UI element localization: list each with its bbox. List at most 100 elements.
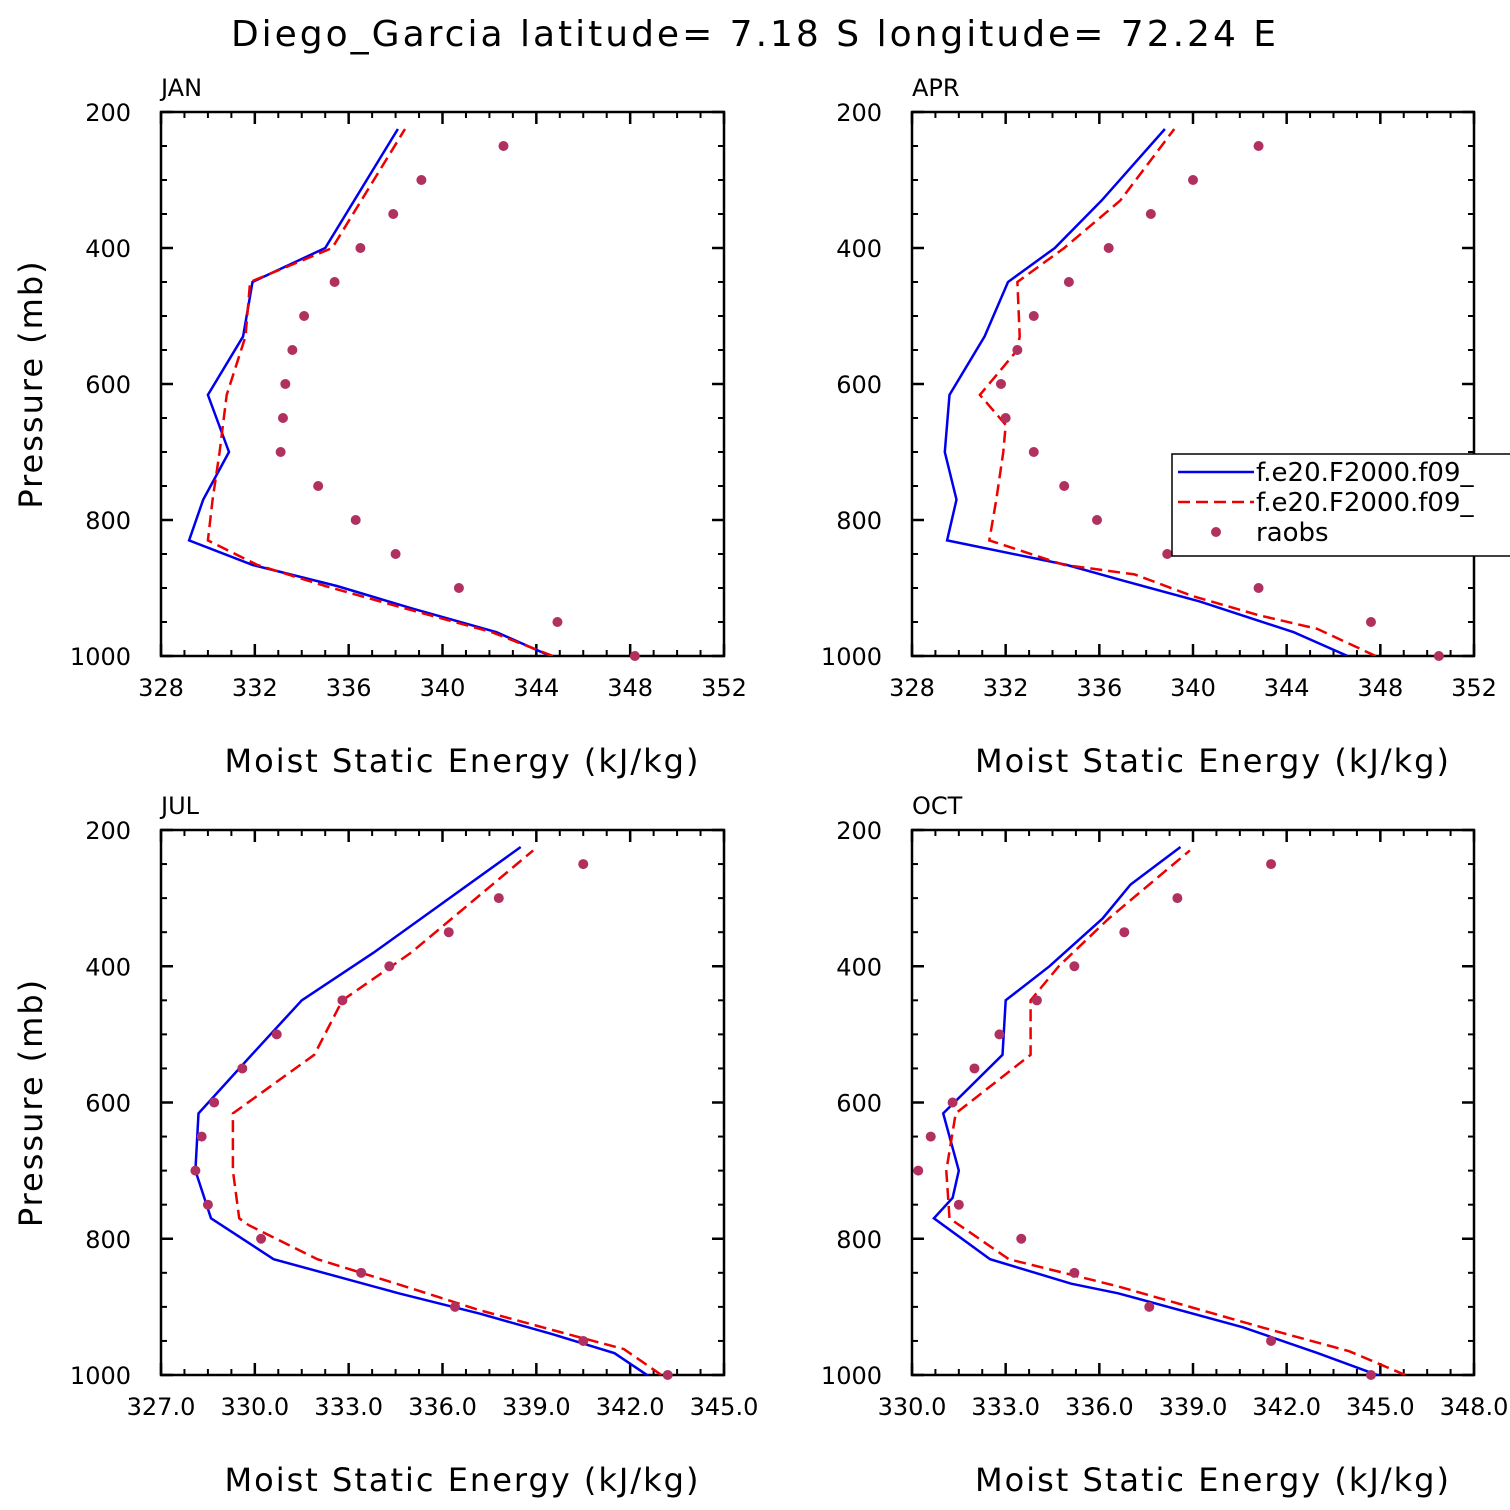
raobs-point (578, 1335, 589, 1346)
figure-title: Diego_Garcia latitude= 7.18 S longitude=… (231, 14, 1279, 55)
y-tick-label: 200 (836, 817, 882, 845)
y-tick-label: 600 (836, 371, 882, 399)
raobs-point (1253, 583, 1264, 593)
x-tick-label: 352 (701, 674, 747, 702)
raobs-point (337, 995, 348, 1006)
raobs-point (329, 277, 340, 287)
panel-apr: APR 328 332 336 340 344 348 352 200 400 600 800 1000… (821, 74, 1510, 780)
raobs-point (196, 1131, 207, 1142)
y-tick-label: 400 (836, 235, 882, 263)
panel-title: JAN (159, 74, 202, 102)
model-line-solid (194, 845, 650, 1375)
x-tick-label: 332 (232, 674, 278, 702)
raobs-point (209, 1097, 220, 1108)
y-tick-label: 200 (836, 99, 882, 127)
raobs-point (450, 1301, 461, 1312)
x-tick-label: 336 (1076, 674, 1122, 702)
legend-label: f.e20.F2000.f09_ (1256, 458, 1474, 488)
raobs-point (1028, 447, 1039, 457)
raobs-point (1162, 549, 1173, 559)
model-line-solid (187, 128, 551, 656)
x-tick-label: 339.0 (1159, 1393, 1228, 1421)
raobs-point (953, 1199, 964, 1210)
model-line-dashed (945, 849, 1406, 1375)
raobs-point (1031, 995, 1042, 1006)
raobs-point (313, 481, 324, 491)
raobs-point (1069, 961, 1080, 972)
raobs-point (1012, 345, 1023, 355)
y-tick-label: 800 (836, 1226, 882, 1254)
panel-title: APR (912, 74, 960, 102)
y-axis-label: Pressure (mb) (12, 978, 50, 1227)
x-tick-label: 336.0 (1065, 1393, 1134, 1421)
raobs-point (287, 345, 298, 355)
panel-jul: JUL 327.0 330.0 333.0 336.0 339.0 342.0 345.0 20… (12, 792, 758, 1499)
y-tick-label: 600 (85, 1090, 131, 1118)
raobs-point (390, 549, 401, 559)
y-tick-label: 400 (85, 235, 131, 263)
raobs-point (662, 1370, 673, 1380)
x-tick-label: 336 (326, 674, 372, 702)
y-axis-label: Pressure (mb) (12, 259, 50, 508)
plot-frame (910, 828, 1476, 1377)
raobs-point (237, 1063, 248, 1074)
x-tick-label: 342.0 (1252, 1393, 1321, 1421)
x-tick-label: 345.0 (690, 1393, 759, 1421)
y-tick-label: 400 (85, 953, 131, 981)
raobs-point (453, 583, 464, 593)
y-tick-label: 1000 (70, 1362, 131, 1390)
panel-jan: JAN 328 332 336 340 344 348 352 200 400 600 800 1000… (12, 74, 747, 780)
raobs-point (1063, 277, 1074, 287)
raobs-point (277, 413, 288, 423)
raobs-point (299, 311, 310, 321)
raobs-point (1172, 893, 1183, 904)
raobs-point (356, 1267, 367, 1278)
raobs-point (443, 927, 454, 938)
raobs-point (202, 1199, 213, 1210)
legend-label: raobs (1256, 518, 1329, 548)
x-tick-label: 328 (889, 674, 935, 702)
x-tick-label: 328 (138, 674, 184, 702)
x-tick-label: 344 (1264, 674, 1310, 702)
x-tick-label: 332 (983, 674, 1029, 702)
x-tick-label: 333.0 (971, 1393, 1040, 1421)
x-tick-label: 348.0 (1440, 1393, 1509, 1421)
y-tick-label: 1000 (821, 643, 882, 671)
x-tick-label: 342.0 (596, 1393, 665, 1421)
x-tick-label: 339.0 (502, 1393, 571, 1421)
model-line-dashed (978, 128, 1377, 656)
raobs-point (1000, 413, 1011, 423)
x-tick-label: 348 (607, 674, 653, 702)
y-tick-label: 600 (836, 1090, 882, 1118)
legend: f.e20.F2000.f09_f.e20.F2000.f09_raobs (1171, 453, 1510, 557)
model-line-dashed (231, 849, 663, 1375)
raobs-point (947, 1097, 958, 1108)
raobs-point (1144, 1301, 1155, 1312)
y-tick-label: 600 (85, 371, 131, 399)
panel-oct: OCT 330.0 333.0 336.0 339.0 342.0 345.0 348.0 20… (821, 792, 1508, 1499)
legend-label: f.e20.F2000.f09_ (1256, 488, 1474, 518)
y-tick-label: 1000 (70, 643, 131, 671)
raobs-point (994, 1029, 1005, 1040)
raobs-point (271, 1029, 282, 1040)
x-tick-label: 330.0 (220, 1393, 289, 1421)
x-axis-label: Moist Static Energy (kJ/kg) (225, 1461, 701, 1499)
y-tick-label: 1000 (821, 1362, 882, 1390)
raobs-point (913, 1165, 924, 1176)
raobs-point (256, 1233, 267, 1244)
raobs-point (275, 447, 286, 457)
x-tick-label: 327.0 (127, 1393, 196, 1421)
x-axis-label: Moist Static Energy (kJ/kg) (225, 742, 701, 780)
model-line-dashed (206, 128, 554, 656)
raobs-point (1145, 209, 1156, 219)
y-tick-label: 800 (836, 507, 882, 535)
x-tick-label: 345.0 (1346, 1393, 1415, 1421)
panel-title: JUL (159, 792, 200, 820)
raobs-point (1059, 481, 1070, 491)
model-line-solid (932, 846, 1381, 1375)
x-tick-label: 336.0 (408, 1393, 477, 1421)
raobs-point (498, 141, 509, 151)
x-tick-label: 340 (1170, 674, 1216, 702)
raobs-point (925, 1131, 936, 1142)
